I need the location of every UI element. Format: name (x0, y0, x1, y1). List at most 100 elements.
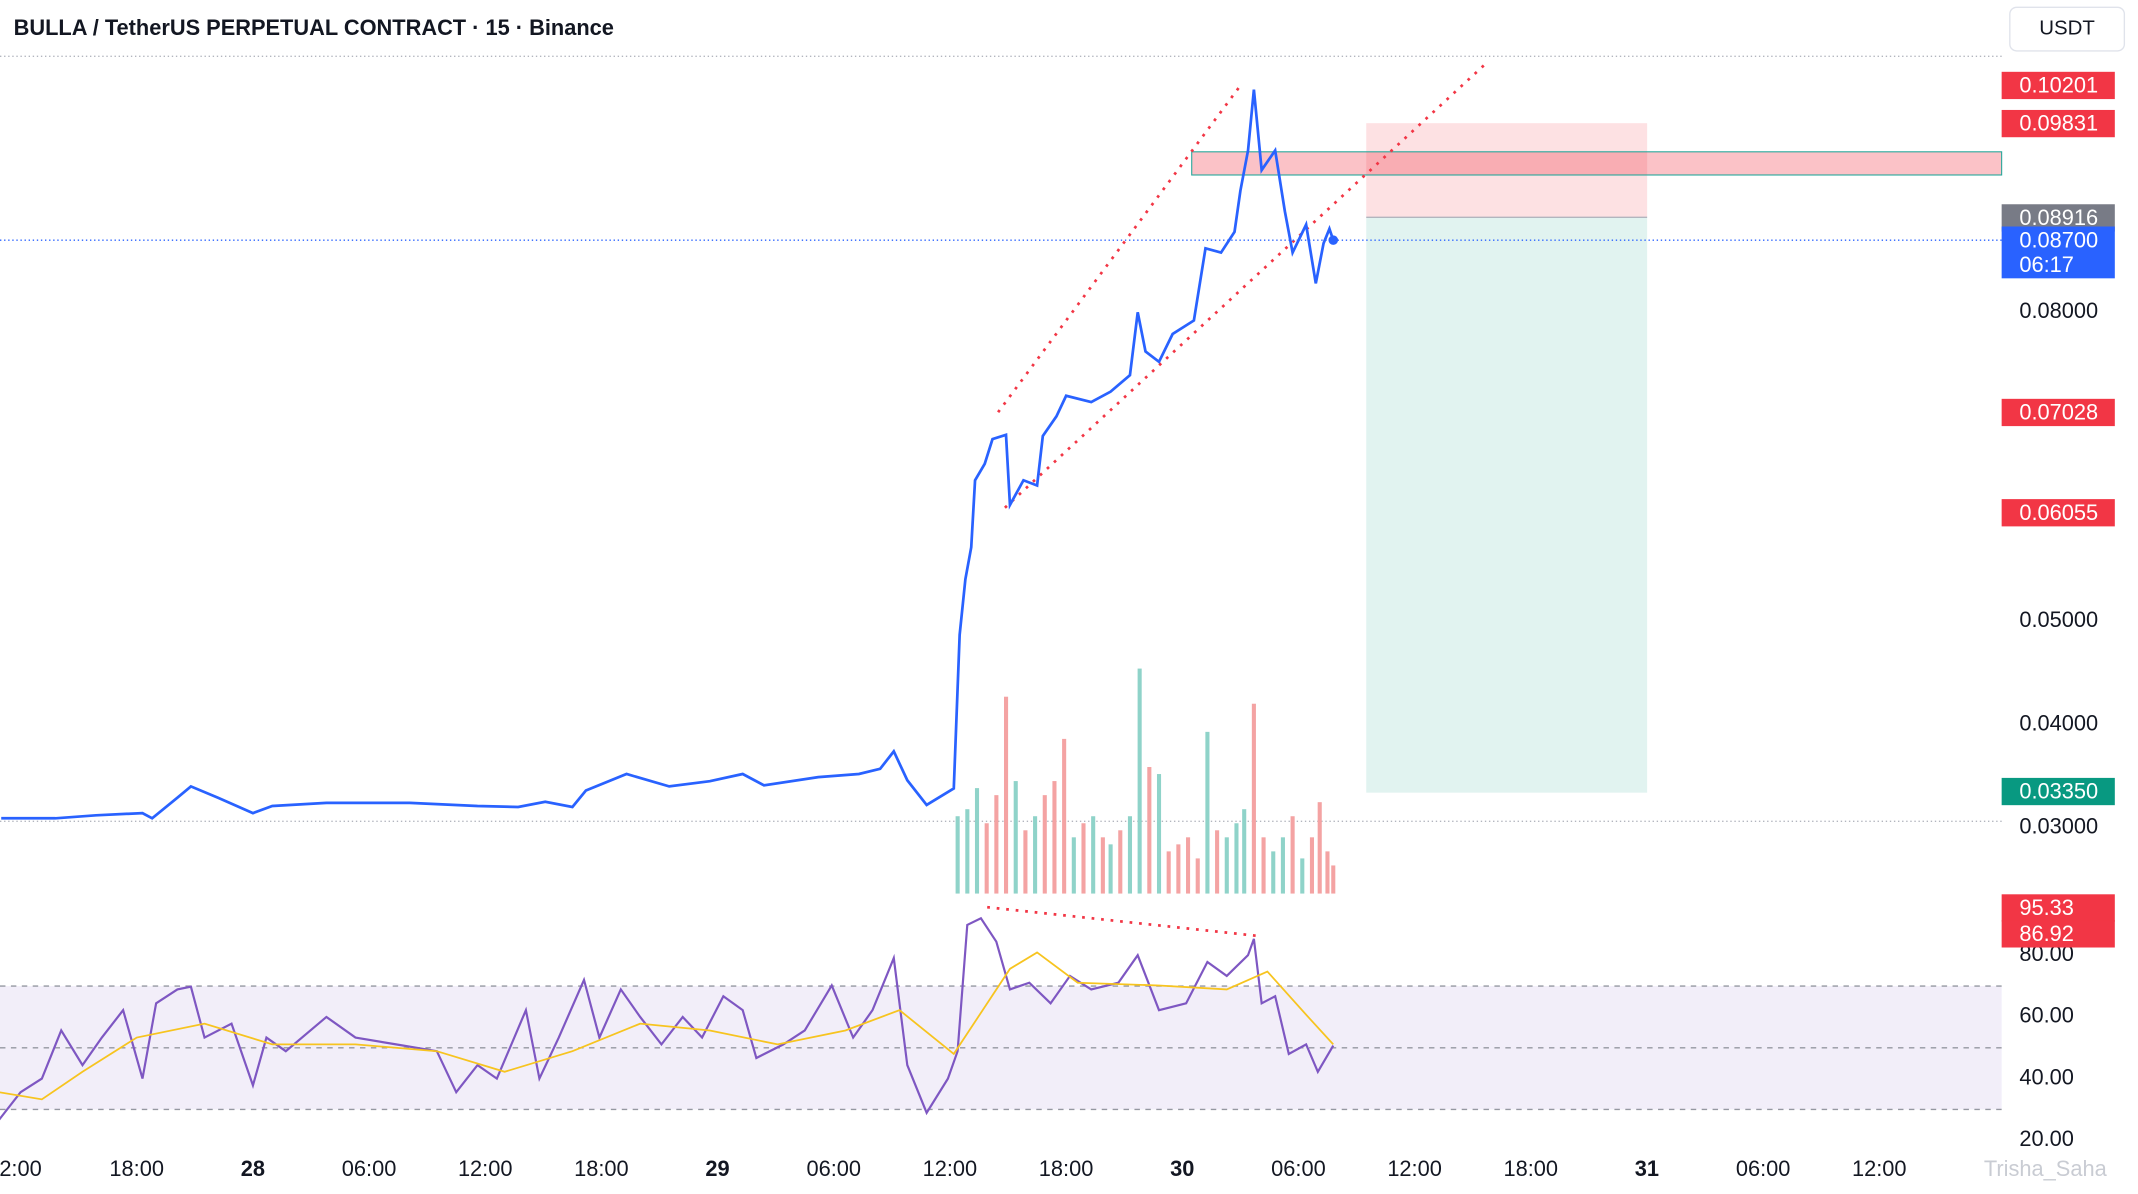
volume-bar (965, 809, 970, 894)
volume-bar (1108, 844, 1113, 894)
y-tick-label: 0.04000 (2019, 710, 2098, 735)
volume-bar (1186, 837, 1191, 894)
price-badge (2001, 398, 2115, 427)
price-line (1, 89, 1335, 820)
volume-bar (1300, 858, 1305, 894)
volume-bar (1062, 738, 1067, 894)
price-badge-label: 0.09831 (2019, 111, 2098, 136)
volume-bar (1147, 767, 1152, 894)
volume-bar (1261, 837, 1266, 894)
volume-bar (1033, 816, 1038, 894)
short-stop-zone (1366, 123, 1648, 218)
price-badge-label: 86.92 (2019, 921, 2074, 946)
price-badge-label: 0.08916 (2019, 205, 2098, 230)
volume-bar (1195, 858, 1200, 894)
price-badge (2001, 109, 2115, 138)
resistance-zone (1191, 151, 2003, 176)
volume-bar (1052, 781, 1057, 894)
x-tick-label: 12:00 (1852, 1156, 1907, 1181)
volume-bar (1013, 781, 1018, 894)
channel-lower (1003, 62, 1488, 509)
volume-bar (1325, 851, 1330, 894)
x-tick-label: 18:00 (1503, 1156, 1558, 1181)
chart-title: BULLA / TetherUS PERPETUAL CONTRACT · 15… (14, 15, 614, 40)
x-tick-label: 31 (1635, 1156, 1659, 1181)
x-tick-label: 30 (1170, 1156, 1194, 1181)
x-tick-label: 18:00 (1039, 1156, 1094, 1181)
volume-bar (1242, 809, 1247, 894)
x-tick-label: 28 (241, 1156, 265, 1181)
volume-bar (1176, 844, 1181, 894)
x-tick-label: 18:00 (109, 1156, 164, 1181)
y-tick-label: 0.03000 (2019, 813, 2098, 838)
last-price-dot (1328, 235, 1339, 245)
volume-bar (1156, 774, 1162, 894)
volume-bar (1004, 696, 1009, 894)
volume-bar (1317, 802, 1322, 894)
x-tick-label: 06:00 (342, 1156, 397, 1181)
x-tick-label: 06:00 (806, 1156, 861, 1181)
price-badge-label: 0.08700 (2019, 227, 2098, 252)
x-tick-label: 12:00 (458, 1156, 513, 1181)
price-badge-label: 0.03350 (2019, 779, 2098, 804)
volume-bar (1309, 837, 1315, 894)
x-tick-label: 2:00 (0, 1156, 42, 1181)
y-tick-label: 0.08000 (2019, 298, 2098, 323)
currency-button[interactable] (2009, 6, 2126, 52)
price-badge (2001, 920, 2115, 948)
volume-bar (1071, 837, 1076, 894)
x-tick-label: 12:00 (923, 1156, 978, 1181)
y-tick-label: 0.05000 (2019, 607, 2098, 632)
x-tick-label: 29 (705, 1156, 729, 1181)
volume-bar (1251, 703, 1256, 894)
volume-bar (994, 795, 999, 894)
price-badge (2001, 894, 2115, 922)
volume-bar (1137, 668, 1142, 894)
volume-bar (1118, 830, 1123, 894)
rsi-tick-label: 40.00 (2019, 1064, 2074, 1089)
volume-bar (1215, 830, 1220, 894)
volume-bar (1280, 837, 1285, 894)
rsi-ma-line (0, 951, 1334, 1101)
volume-bar (1081, 823, 1086, 894)
volume-bar (1023, 830, 1028, 894)
volume-bar (1091, 816, 1096, 894)
x-tick-label: 18:00 (574, 1156, 629, 1181)
volume-bar (1100, 837, 1105, 894)
volume-bar (1234, 823, 1239, 894)
volume-bar (1205, 731, 1210, 894)
channel-upper (997, 84, 1242, 414)
price-badge (2001, 71, 2115, 100)
x-tick-label: 06:00 (1736, 1156, 1791, 1181)
rsi-tick-label: 60.00 (2019, 1003, 2074, 1028)
volume-bar (1331, 865, 1336, 894)
volume-bar (1290, 816, 1295, 894)
volume-bar (1042, 795, 1047, 894)
rsi-line (0, 916, 1335, 1121)
price-badge (2001, 777, 2115, 806)
currency-label[interactable]: USDT (2039, 17, 2095, 40)
price-badge-label: 95.33 (2019, 895, 2074, 920)
divergence-line (987, 905, 1258, 938)
volume-bar (1224, 837, 1229, 894)
volume-bar (1127, 816, 1133, 894)
rsi-band (0, 986, 2002, 1110)
price-badge-label: 0.06055 (2019, 500, 2098, 525)
price-badge (2001, 226, 2115, 279)
price-badge-sublabel: 06:17 (2019, 252, 2074, 277)
price-badge (2001, 499, 2115, 527)
x-tick-label: 12:00 (1387, 1156, 1442, 1181)
price-layer: 0.03000 0.04000 0.05000 0.08000 2:00 18:00 28 0… (0, 71, 2115, 1181)
price-badge-label: 0.10201 (2019, 73, 2098, 98)
watermark: Trisha_Saha (1984, 1156, 2108, 1181)
short-target-zone (1366, 217, 1648, 793)
volume-bar (1166, 851, 1171, 894)
rsi-tick-label: 20.00 (2019, 1126, 2074, 1151)
volume-bar (955, 816, 960, 894)
price-badge-label: 0.07028 (2019, 400, 2098, 425)
x-tick-label: 06:00 (1271, 1156, 1326, 1181)
volume-bar (974, 788, 980, 894)
